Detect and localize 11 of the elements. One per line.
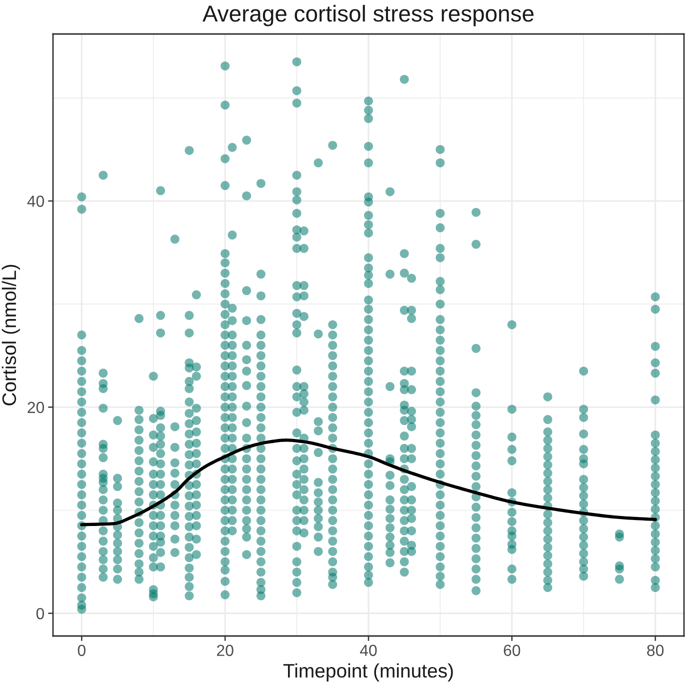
x-tick-label: 0 — [78, 644, 86, 656]
chart-title: Average cortisol stress response — [202, 4, 534, 26]
y-tick-label: 0 — [36, 608, 44, 620]
x-tick-label: 60 — [504, 644, 520, 656]
y-tick-label: 20 — [28, 402, 44, 414]
x-tick-label: 20 — [217, 644, 234, 656]
y-axis-title: Cortisol (nmol/L) — [2, 264, 20, 406]
x-axis-title: Timepoint (minutes) — [283, 663, 453, 682]
x-tick-label: 40 — [360, 644, 377, 656]
y-tick-label: 40 — [27, 196, 44, 207]
x-tick-label: 80 — [647, 644, 664, 656]
